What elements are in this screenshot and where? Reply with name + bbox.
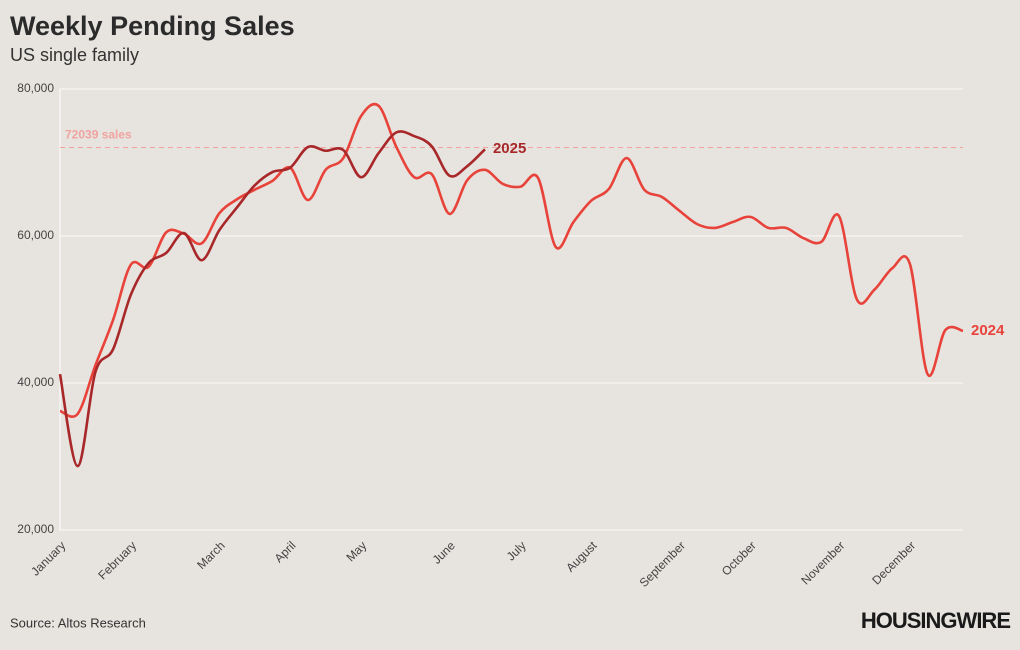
line-series [59,102,964,418]
y-tick-label: 80,000 [17,81,54,95]
x-tick-label: May [343,538,369,564]
source: Source: Altos Research [10,615,146,630]
reference-label: 72039 sales [65,128,132,142]
y-tick-label: 40,000 [17,375,54,389]
x-tick-label: September [637,538,688,589]
x-tick-label: October [719,538,759,578]
y-tick-label: 20,000 [17,522,54,536]
chart-subtitle: US single family [10,45,139,65]
x-tick-label: June [430,538,459,567]
x-tick-label: March [194,538,227,571]
x-tick-label: August [563,538,600,575]
line-series [58,130,486,468]
x-tick-label: July [504,538,529,563]
x-tick-label: November [798,538,847,587]
x-tick-label: December [869,538,918,587]
x-tick-label: April [272,538,299,565]
y-tick-label: 60,000 [17,228,54,242]
brand-logo: HOUSINGWIRE [861,608,1010,633]
series-label: 2024 [971,322,1005,339]
series-label: 2025 [493,140,526,157]
x-tick-label: January [28,538,68,578]
x-tick-label: February [95,538,139,582]
chart-title: Weekly Pending Sales [10,11,295,41]
